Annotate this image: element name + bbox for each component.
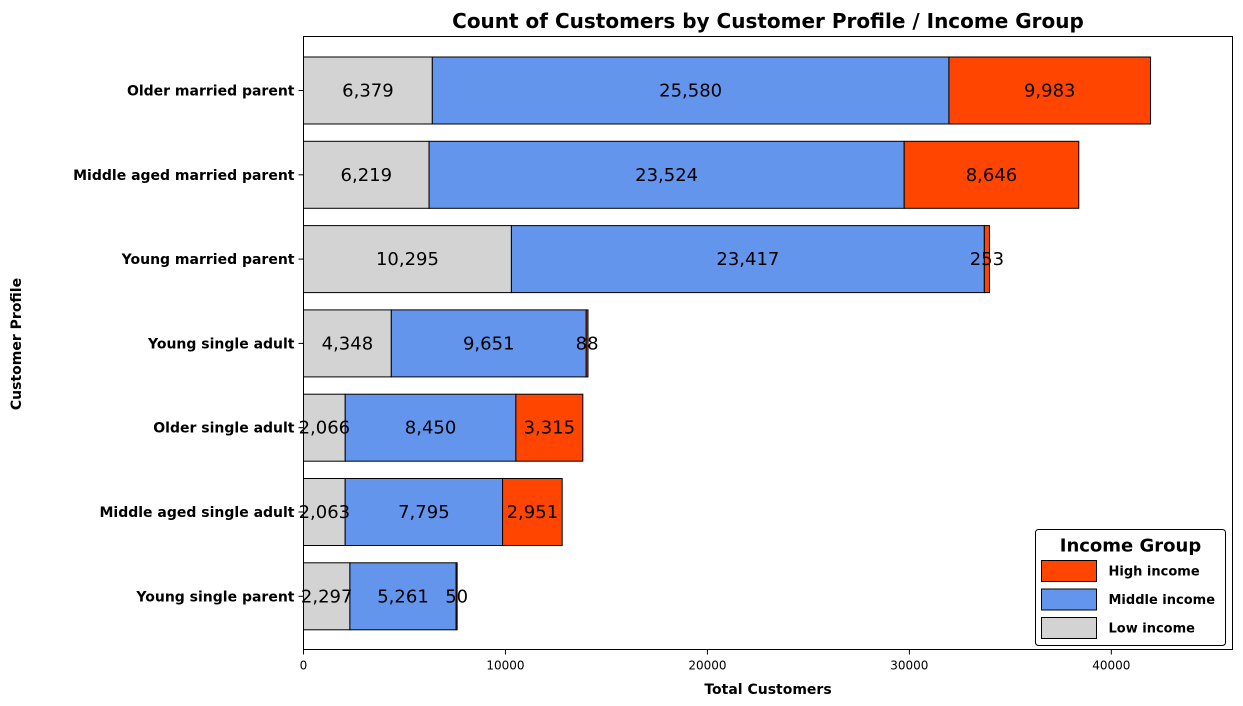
y-category-label: Middle aged single adult — [99, 505, 294, 521]
bar-high-income-3 — [983, 225, 990, 294]
data-label: 9,983 — [1024, 81, 1076, 102]
data-label: 8,646 — [966, 165, 1018, 186]
y-category-label: Middle aged married parent — [73, 168, 295, 184]
legend-entry-label: Low income — [1109, 622, 1196, 637]
y-category-label: Older married parent — [127, 84, 295, 100]
x-tick-label: 30000 — [890, 659, 928, 673]
x-axis: 0 10000 20000 30000 40000 — [300, 649, 1130, 673]
data-label: 88 — [576, 333, 599, 354]
data-label: 7,795 — [398, 502, 450, 523]
y-category-label: Older single adult — [153, 421, 295, 437]
bar-low-income-5 — [303, 393, 346, 462]
data-labels-layer: 6,379 25,580 9,983 6,219 23,524 8,646 10,295 23… — [299, 81, 1076, 608]
bar-middle-income-4 — [390, 309, 587, 378]
bar-low-income-7 — [303, 562, 351, 631]
data-label: 10,295 — [376, 249, 439, 270]
data-label: 4,348 — [322, 333, 374, 354]
bar-high-income-4 — [585, 309, 589, 378]
bar-middle-income-1 — [431, 56, 950, 125]
data-label: 6,219 — [341, 165, 393, 186]
y-category-label: Young single adult — [147, 336, 295, 352]
legend-box — [1035, 529, 1226, 646]
x-tick-label: 0 — [300, 659, 308, 673]
y-axis-title: Customer Profile — [9, 278, 25, 410]
bar-middle-income-6 — [344, 478, 504, 546]
legend-title: Income Group — [1060, 536, 1202, 557]
y-category-label: Young single parent — [135, 589, 294, 605]
legend-swatch-low-income — [1041, 617, 1097, 639]
bar-low-income-1 — [303, 56, 433, 125]
data-label: 23,524 — [635, 165, 698, 186]
x-tick-label: 10000 — [486, 659, 524, 673]
x-tick-label: 20000 — [688, 659, 726, 673]
bar-middle-income-7 — [349, 562, 457, 631]
bar-low-income-2 — [303, 140, 430, 209]
bar-high-income-7 — [455, 562, 458, 631]
legend-entry-label: Middle income — [1109, 593, 1216, 608]
legend-swatch-high-income — [1041, 560, 1097, 582]
bar-middle-income-3 — [510, 225, 985, 294]
bar-high-income-6 — [502, 478, 563, 546]
data-label: 253 — [970, 249, 1004, 270]
bar-middle-income-5 — [344, 393, 517, 462]
legend: Income Group High income Middle income Low … — [1035, 529, 1226, 646]
data-label: 5,261 — [377, 586, 429, 607]
bars-layer — [303, 56, 1152, 631]
data-label: 2,951 — [507, 502, 559, 523]
bar-low-income-4 — [303, 309, 392, 378]
bar-middle-income-2 — [428, 140, 905, 209]
x-tick-label: 40000 — [1092, 659, 1130, 673]
legend-swatch-middle-income — [1041, 588, 1097, 611]
data-label: 8,450 — [405, 418, 457, 439]
y-axis: Older married parent Middle aged married … — [73, 84, 304, 605]
bar-low-income-3 — [303, 225, 512, 294]
x-axis-title: Total Customers — [704, 682, 831, 698]
data-label: 6,379 — [342, 81, 394, 102]
data-label: 9,651 — [463, 333, 515, 354]
data-label: 50 — [445, 586, 468, 607]
bar-high-income-1 — [948, 56, 1152, 125]
data-label: 2,066 — [299, 418, 351, 439]
y-category-label: Young married parent — [121, 252, 295, 268]
bar-high-income-5 — [515, 393, 584, 462]
data-label: 2,297 — [301, 586, 353, 607]
chart-title: Count of Customers by Customer Profile /… — [452, 9, 1084, 33]
data-label: 3,315 — [524, 418, 576, 439]
data-label: 25,580 — [659, 81, 722, 102]
data-label: 2,063 — [299, 502, 351, 523]
data-label: 23,417 — [716, 249, 779, 270]
legend-entry-label: High income — [1109, 565, 1200, 580]
bar-low-income-6 — [303, 478, 346, 546]
bar-high-income-2 — [903, 140, 1080, 209]
